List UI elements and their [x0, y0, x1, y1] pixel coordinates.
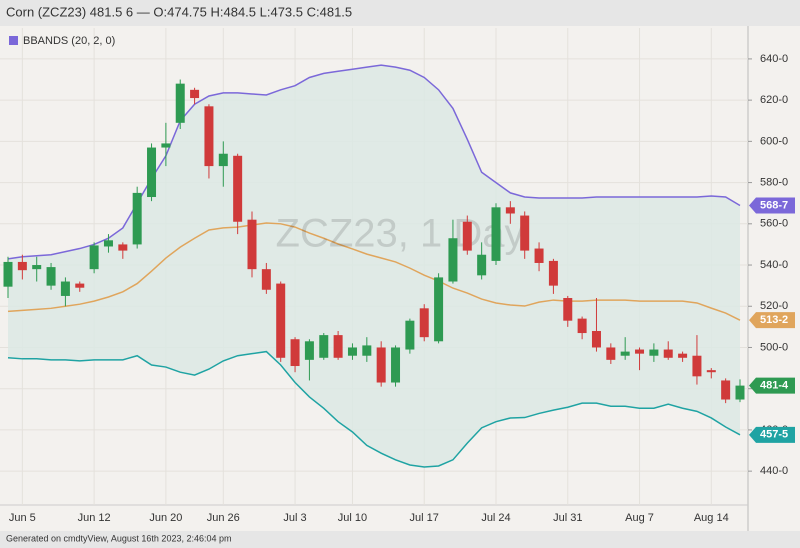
candle-body — [735, 385, 745, 400]
candle-body — [204, 106, 214, 167]
candle-body — [548, 260, 558, 286]
x-tick-label: Jun 26 — [207, 512, 240, 524]
candle-body — [620, 351, 630, 356]
candle-body — [491, 207, 501, 261]
candle-body — [233, 155, 243, 222]
price-tag — [749, 426, 795, 443]
watermark: ZCZ23, 1 Day — [276, 212, 525, 256]
y-tick-label: 500-0 — [760, 341, 788, 353]
price-tag — [749, 312, 795, 329]
x-tick-label: Jul 24 — [481, 512, 510, 524]
candle-body — [649, 349, 659, 356]
candle-body — [247, 219, 257, 270]
candle-body — [391, 347, 401, 383]
candle-body — [60, 281, 70, 296]
candle-body — [261, 269, 271, 290]
price-tag-label: 457-5 — [760, 429, 788, 441]
candle-body — [477, 254, 487, 276]
x-tick-label: Jun 5 — [9, 512, 36, 524]
x-tick-label: Jul 10 — [338, 512, 367, 524]
y-tick-label: 540-0 — [760, 259, 788, 271]
candle-body — [290, 339, 300, 367]
candle-body — [347, 347, 357, 356]
candle-body — [563, 298, 573, 321]
x-tick-label: Jul 31 — [553, 512, 582, 524]
footer-text: Generated on cmdtyView, August 16th 2023… — [6, 533, 232, 543]
band-line — [7, 222, 741, 321]
candle-body — [218, 153, 228, 167]
candle-body — [577, 318, 587, 334]
candle-body — [663, 349, 673, 358]
x-tick-label: Aug 7 — [625, 512, 654, 524]
y-tick-label: 520-0 — [760, 300, 788, 312]
band-line — [7, 64, 741, 260]
candle-body — [3, 261, 13, 287]
y-tick-label: 580-0 — [760, 176, 788, 188]
candle-body — [190, 89, 200, 99]
candle-body — [635, 349, 645, 354]
header-title: Corn (ZCZ23) 481.5 6 — O:474.75 H:484.5 … — [6, 4, 352, 19]
candle-body — [405, 320, 415, 350]
candle-body — [333, 335, 343, 358]
x-tick-label: Jul 3 — [283, 512, 306, 524]
candle-body — [75, 283, 85, 288]
legend-swatch — [9, 36, 18, 45]
header-bar — [0, 0, 800, 26]
candle-body — [534, 248, 544, 263]
candle-body — [706, 370, 716, 373]
y-tick-label: 620-0 — [760, 94, 788, 106]
x-tick-label: Jun 12 — [78, 512, 111, 524]
candle-body — [17, 261, 27, 271]
legend-label: BBANDS (20, 2, 0) — [23, 35, 115, 47]
band-line — [7, 350, 741, 468]
candle-body — [505, 207, 515, 214]
candle-body — [591, 330, 601, 348]
candle-body — [692, 355, 702, 377]
candle-body — [606, 347, 616, 360]
candle-body — [118, 244, 128, 251]
candle-body — [434, 277, 444, 342]
candle-body — [319, 335, 329, 358]
candle-body — [147, 147, 157, 198]
candle-body — [419, 308, 429, 338]
price-tag — [749, 197, 795, 214]
candle-body — [448, 238, 458, 282]
candle-body — [32, 265, 42, 270]
candle-body — [362, 345, 372, 356]
candle-body — [721, 380, 731, 400]
candle-body — [175, 83, 185, 123]
y-tick-label: 600-0 — [760, 135, 788, 147]
candle-body — [376, 347, 386, 383]
candle-body — [678, 353, 688, 358]
footer-bar — [0, 531, 800, 548]
x-tick-label: Jul 17 — [410, 512, 439, 524]
band-fill — [8, 65, 740, 468]
candle-body — [46, 267, 56, 286]
y-tick-label: 440-0 — [760, 465, 788, 477]
price-tag-label: 481-4 — [760, 380, 789, 392]
price-tag-label: 568-7 — [760, 199, 788, 211]
candle-body — [304, 341, 314, 360]
candle-body — [103, 240, 113, 247]
price-tag-label: 513-2 — [760, 314, 788, 326]
price-tag — [749, 377, 795, 394]
candle-body — [276, 283, 286, 358]
x-tick-label: Jun 20 — [149, 512, 182, 524]
y-tick-label: 560-0 — [760, 218, 788, 230]
candle-body — [132, 192, 142, 245]
candle-body — [89, 245, 99, 270]
candle-body — [520, 215, 530, 251]
x-tick-label: Aug 14 — [694, 512, 729, 524]
candle-body — [161, 143, 171, 148]
candle-body — [462, 221, 472, 251]
y-tick-label: 640-0 — [760, 53, 788, 65]
